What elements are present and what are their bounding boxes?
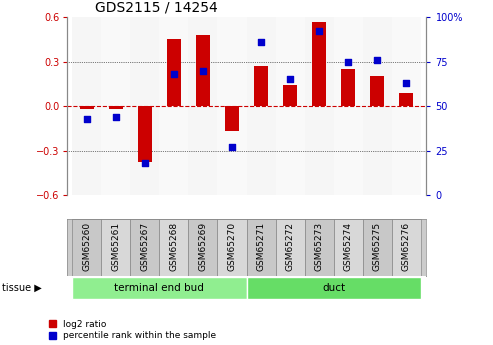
FancyBboxPatch shape <box>102 219 131 276</box>
FancyBboxPatch shape <box>131 219 159 276</box>
Point <box>141 160 149 166</box>
Text: GSM65267: GSM65267 <box>141 222 149 271</box>
FancyBboxPatch shape <box>246 219 276 276</box>
Bar <box>108 106 123 109</box>
Bar <box>79 106 94 109</box>
Bar <box>370 77 385 106</box>
Bar <box>254 66 268 106</box>
Bar <box>246 17 276 195</box>
FancyBboxPatch shape <box>72 219 102 276</box>
Point <box>286 77 294 82</box>
FancyBboxPatch shape <box>305 219 334 276</box>
Bar <box>341 69 355 106</box>
Text: GSM65274: GSM65274 <box>344 222 352 271</box>
Bar <box>283 85 297 106</box>
Point <box>199 68 207 73</box>
Text: GSM65270: GSM65270 <box>227 222 237 271</box>
Bar <box>138 106 152 162</box>
Point <box>402 80 410 86</box>
Bar <box>362 17 391 195</box>
Text: duct: duct <box>322 283 345 293</box>
FancyBboxPatch shape <box>159 219 188 276</box>
Bar <box>159 17 188 195</box>
Text: GSM65275: GSM65275 <box>373 222 382 271</box>
Bar <box>196 35 210 106</box>
Legend: log2 ratio, percentile rank within the sample: log2 ratio, percentile rank within the s… <box>49 320 216 341</box>
FancyBboxPatch shape <box>276 219 305 276</box>
Point <box>344 59 352 65</box>
FancyBboxPatch shape <box>246 277 421 299</box>
Bar <box>312 22 326 106</box>
Text: GSM65271: GSM65271 <box>256 222 266 271</box>
Point <box>170 71 178 77</box>
FancyBboxPatch shape <box>72 277 246 299</box>
FancyBboxPatch shape <box>391 219 421 276</box>
Point <box>112 114 120 119</box>
Text: GSM65261: GSM65261 <box>111 222 120 271</box>
Text: GSM65276: GSM65276 <box>402 222 411 271</box>
Bar <box>276 17 305 195</box>
Bar <box>167 39 181 106</box>
Bar <box>334 17 362 195</box>
Bar <box>102 17 131 195</box>
Point <box>257 39 265 45</box>
Bar <box>391 17 421 195</box>
Bar <box>188 17 217 195</box>
Point <box>228 144 236 150</box>
FancyBboxPatch shape <box>362 219 391 276</box>
Bar <box>217 17 246 195</box>
Point <box>315 29 323 34</box>
Text: GSM65272: GSM65272 <box>285 222 294 271</box>
FancyBboxPatch shape <box>217 219 246 276</box>
Text: GDS2115 / 14254: GDS2115 / 14254 <box>95 1 218 15</box>
Text: tissue ▶: tissue ▶ <box>2 283 42 293</box>
Bar <box>225 106 239 131</box>
FancyBboxPatch shape <box>334 219 362 276</box>
Bar <box>72 17 102 195</box>
Point <box>373 57 381 63</box>
Text: GSM65268: GSM65268 <box>170 222 178 271</box>
Text: terminal end bud: terminal end bud <box>114 283 205 293</box>
Text: GSM65260: GSM65260 <box>82 222 91 271</box>
Text: GSM65269: GSM65269 <box>199 222 208 271</box>
Bar <box>305 17 334 195</box>
FancyBboxPatch shape <box>188 219 217 276</box>
Bar <box>399 93 414 106</box>
Text: GSM65273: GSM65273 <box>315 222 323 271</box>
Point <box>83 116 91 121</box>
Bar <box>131 17 159 195</box>
